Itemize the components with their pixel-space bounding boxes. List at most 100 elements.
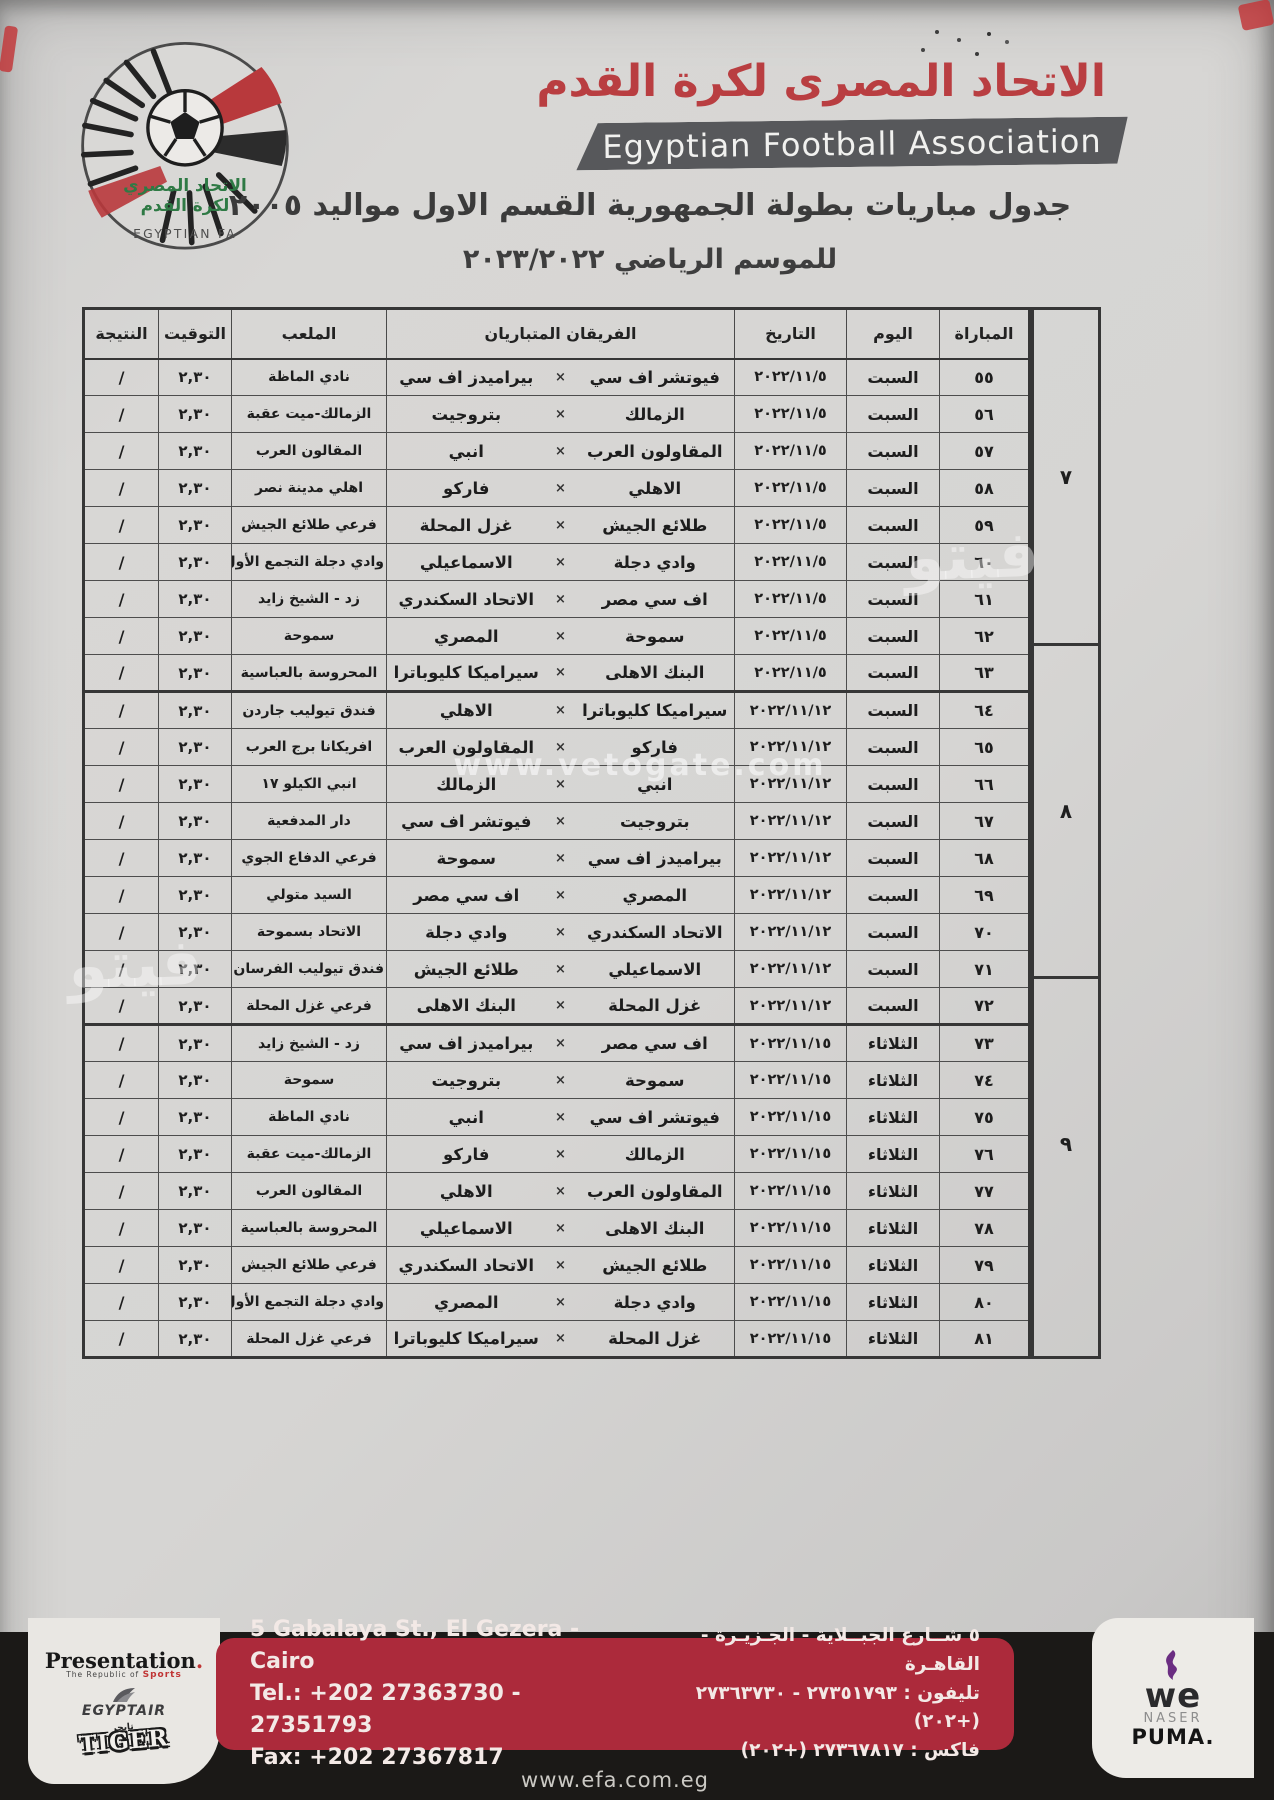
- time-cell: ٢,٣٠: [158, 358, 232, 396]
- result-cell: /: [83, 580, 159, 618]
- stadium-cell: وادي دجلة التجمع الأول: [231, 543, 387, 581]
- result-cell: /: [83, 1172, 159, 1210]
- home-team: اف سي مصر: [601, 589, 708, 609]
- stadium-cell: زد - الشيخ زايد: [231, 580, 387, 618]
- match-number-cell: ٦٢: [939, 617, 1030, 655]
- away-team: المصري: [433, 626, 499, 646]
- stadium-cell: فرعي طلائع الجيش: [231, 1246, 387, 1284]
- date-cell: ٢٠٢٢/١١/٥: [734, 617, 847, 655]
- vs-mark: ×: [555, 1072, 566, 1088]
- teams-cell: المصري × اف سي مصر: [386, 876, 735, 914]
- teams-cell: فاركو × المقاولون العرب: [386, 728, 735, 766]
- vs-mark: ×: [555, 739, 566, 755]
- egyptair-wordmark: EGYPTAIR: [81, 1702, 167, 1719]
- match-number-cell: ٧٣: [939, 1023, 1030, 1062]
- result-cell: /: [83, 876, 159, 914]
- time-cell: ٢,٣٠: [158, 1098, 232, 1136]
- teams-cell: طلائع الجيش × غزل المحلة: [386, 506, 735, 544]
- stadium-cell: انبي الكيلو ١٧: [231, 765, 387, 803]
- table-row: ٥٥ السبت ٢٠٢٢/١١/٥ فيوتشر اف سي × بيرامي…: [83, 358, 1030, 396]
- date-cell: ٢٠٢٢/١١/١٥: [734, 1023, 847, 1062]
- org-name-english: Egyptian Football Association: [602, 121, 1102, 166]
- vs-mark: ×: [555, 961, 566, 977]
- match-number-cell: ٧٠: [939, 913, 1030, 951]
- stadium-cell: المقالون العرب: [231, 432, 387, 470]
- we-flame-icon: [1166, 1649, 1177, 1680]
- telecom-sponsor-panel: we NASER PUMA.: [1092, 1618, 1254, 1778]
- away-team: فاركو: [443, 1144, 490, 1164]
- away-team: سيراميكا كليوباترا: [393, 1329, 539, 1348]
- stadium-cell: المحروسة بالعباسية: [231, 1209, 387, 1247]
- home-team: غزل المحلة: [608, 996, 702, 1015]
- date-cell: ٢٠٢٢/١١/١٥: [734, 1172, 847, 1210]
- stadium-cell: فندق تيوليب الفرسان: [231, 950, 387, 988]
- home-team: سيراميكا كليوباترا: [582, 701, 728, 720]
- egyptair-logo: EGYPTAIR: [82, 1686, 166, 1718]
- stadium-cell: وادي دجلة التجمع الأول: [231, 1283, 387, 1321]
- stadium-cell: سموحة: [231, 1061, 387, 1099]
- day-cell: السبت: [846, 543, 940, 581]
- away-team: اف سي مصر: [413, 885, 520, 905]
- away-team: الاتحاد السكندري: [398, 589, 535, 609]
- match-number-cell: ٥٨: [939, 469, 1030, 507]
- table-row: ٦٨ السبت ٢٠٢٢/١١/١٢ بيراميدز اف سي × سمو…: [83, 839, 1030, 877]
- teams-cell: فيوتشر اف سي × بيراميدز اف سي: [386, 358, 735, 396]
- result-cell: /: [83, 1209, 159, 1247]
- teams-cell: طلائع الجيش × الاتحاد السكندري: [386, 1246, 735, 1284]
- time-cell: ٢,٣٠: [158, 580, 232, 618]
- result-cell: /: [83, 950, 159, 988]
- vs-mark: ×: [555, 1146, 566, 1162]
- col-header-result: النتيجة: [83, 308, 159, 360]
- match-number-cell: ٦٩: [939, 876, 1030, 914]
- vs-mark: ×: [555, 406, 566, 422]
- home-team: الزمالك: [624, 1144, 685, 1164]
- table-row: ٦٠ السبت ٢٠٢٢/١١/٥ وادي دجلة × الاسماعيل…: [83, 543, 1030, 581]
- table-row: ٦٤ السبت ٢٠٢٢/١١/١٢ سيراميكا كليوباترا ×…: [83, 690, 1030, 729]
- day-cell: السبت: [846, 469, 940, 507]
- away-team: المصري: [433, 1292, 499, 1312]
- match-number-cell: ٨٠: [939, 1283, 1030, 1321]
- org-name-arabic: الاتحاد المصرى لكرة القدم: [536, 56, 1106, 107]
- table-row: ٦٧ السبت ٢٠٢٢/١١/١٢ بتروجيت × فيوتشر اف …: [83, 802, 1030, 840]
- away-team: المقاولون العرب: [398, 737, 535, 757]
- table-row: ٧٢ السبت ٢٠٢٢/١١/١٢ غزل المحلة × البنك ا…: [83, 987, 1030, 1025]
- day-cell: الثلاثاء: [846, 1023, 940, 1062]
- vs-mark: ×: [555, 813, 566, 829]
- date-cell: ٢٠٢٢/١١/١٥: [734, 1135, 847, 1173]
- week-number: ٩: [1034, 976, 1098, 1309]
- document-title: جدول مباريات بطولة الجمهورية القسم الاول…: [228, 188, 1072, 223]
- day-cell: السبت: [846, 654, 940, 692]
- date-cell: ٢٠٢٢/١١/١٢: [734, 876, 847, 914]
- result-cell: /: [83, 690, 159, 729]
- time-cell: ٢,٣٠: [158, 1135, 232, 1173]
- stadium-cell: الزمالك-ميت عقبة: [231, 1135, 387, 1173]
- day-cell: الثلاثاء: [846, 1172, 940, 1210]
- home-team: فيوتشر اف سي: [589, 1107, 720, 1127]
- table-row: ٥٦ السبت ٢٠٢٢/١١/٥ الزمالك × بتروجيت الز…: [83, 395, 1030, 433]
- teams-cell: البنك الاهلى × سيراميكا كليوباترا: [386, 654, 735, 692]
- time-cell: ٢,٣٠: [158, 690, 232, 729]
- egyptair-eagle-icon: [113, 1687, 135, 1702]
- match-number-cell: ٧١: [939, 950, 1030, 988]
- vs-mark: ×: [555, 1294, 566, 1310]
- home-team: سموحة: [624, 1070, 685, 1090]
- away-team: انبي: [448, 441, 484, 461]
- away-team: بيراميدز اف سي: [399, 367, 534, 387]
- date-cell: ٢٠٢٢/١١/١٢: [734, 987, 847, 1025]
- day-cell: السبت: [846, 839, 940, 877]
- away-team: الاهلي: [439, 701, 493, 720]
- time-cell: ٢,٣٠: [158, 950, 232, 988]
- away-team: فاركو: [443, 478, 490, 498]
- date-cell: ٢٠٢٢/١١/٥: [734, 654, 847, 692]
- date-cell: ٢٠٢٢/١١/١٢: [734, 802, 847, 840]
- home-team: البنك الاهلى: [605, 663, 705, 682]
- day-cell: الثلاثاء: [846, 1320, 940, 1358]
- time-cell: ٢,٣٠: [158, 802, 232, 840]
- time-cell: ٢,٣٠: [158, 728, 232, 766]
- table-row: ٥٨ السبت ٢٠٢٢/١١/٥ الاهلي × فاركو اهلي م…: [83, 469, 1030, 507]
- day-cell: الثلاثاء: [846, 1283, 940, 1321]
- teams-cell: البنك الاهلى × الاسماعيلي: [386, 1209, 735, 1247]
- date-cell: ٢٠٢٢/١١/١٢: [734, 913, 847, 951]
- match-number-cell: ٦٧: [939, 802, 1030, 840]
- stadium-cell: الزمالك-ميت عقبة: [231, 395, 387, 433]
